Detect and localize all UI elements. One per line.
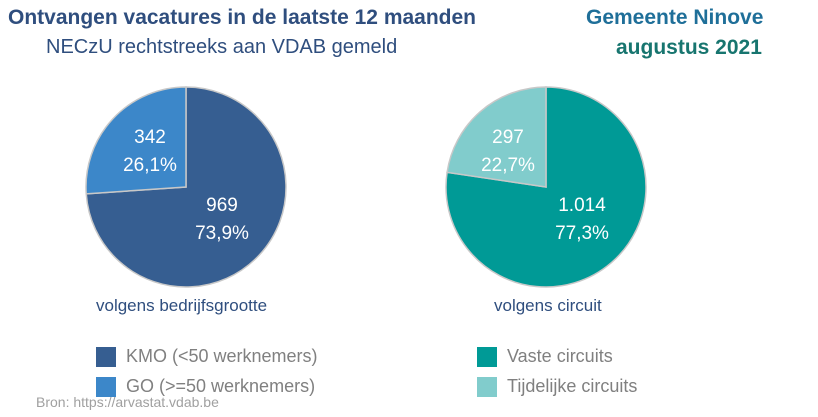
- pie-value-label: 969: [206, 195, 238, 216]
- pie-slice: [446, 86, 547, 188]
- chart-title: Ontvangen vacatures in de laatste 12 maa…: [8, 6, 477, 29]
- pie-value-label: 342: [134, 127, 166, 148]
- legend-tijdelijk: Tijdelijke circuits: [507, 376, 638, 396]
- legend-swatch-kmo: [96, 347, 116, 367]
- pie-percent-label: 22,7%: [481, 155, 535, 176]
- pie-percent-label: 77,3%: [555, 223, 609, 244]
- chart-subtitle: NECzU rechtstreeks aan VDAB gemeld: [46, 36, 398, 58]
- pie-slice: [85, 86, 187, 195]
- legend-swatch-vaste: [477, 347, 497, 367]
- legend-vaste: Vaste circuits: [507, 346, 613, 366]
- pie-caption-size: volgens bedrijfsgrootte: [96, 296, 268, 315]
- legend-go: GO (>=50 werknemers): [126, 376, 316, 396]
- legend-kmo: KMO (<50 werknemers): [126, 346, 318, 366]
- region-label: Gemeente Ninove: [586, 6, 764, 29]
- pie-value-label: 1.014: [558, 195, 606, 216]
- pie-percent-label: 73,9%: [195, 223, 249, 244]
- legend-swatch-go: [96, 377, 116, 397]
- legend-swatch-tijdelijk: [477, 377, 497, 397]
- source-note: Bron: https://arvastat.vdab.be: [36, 394, 219, 410]
- pie-percent-label: 26,1%: [123, 155, 177, 176]
- pie-value-label: 297: [492, 127, 524, 148]
- pie-caption-circuit: volgens circuit: [494, 296, 602, 315]
- period-label: augustus 2021: [616, 36, 762, 59]
